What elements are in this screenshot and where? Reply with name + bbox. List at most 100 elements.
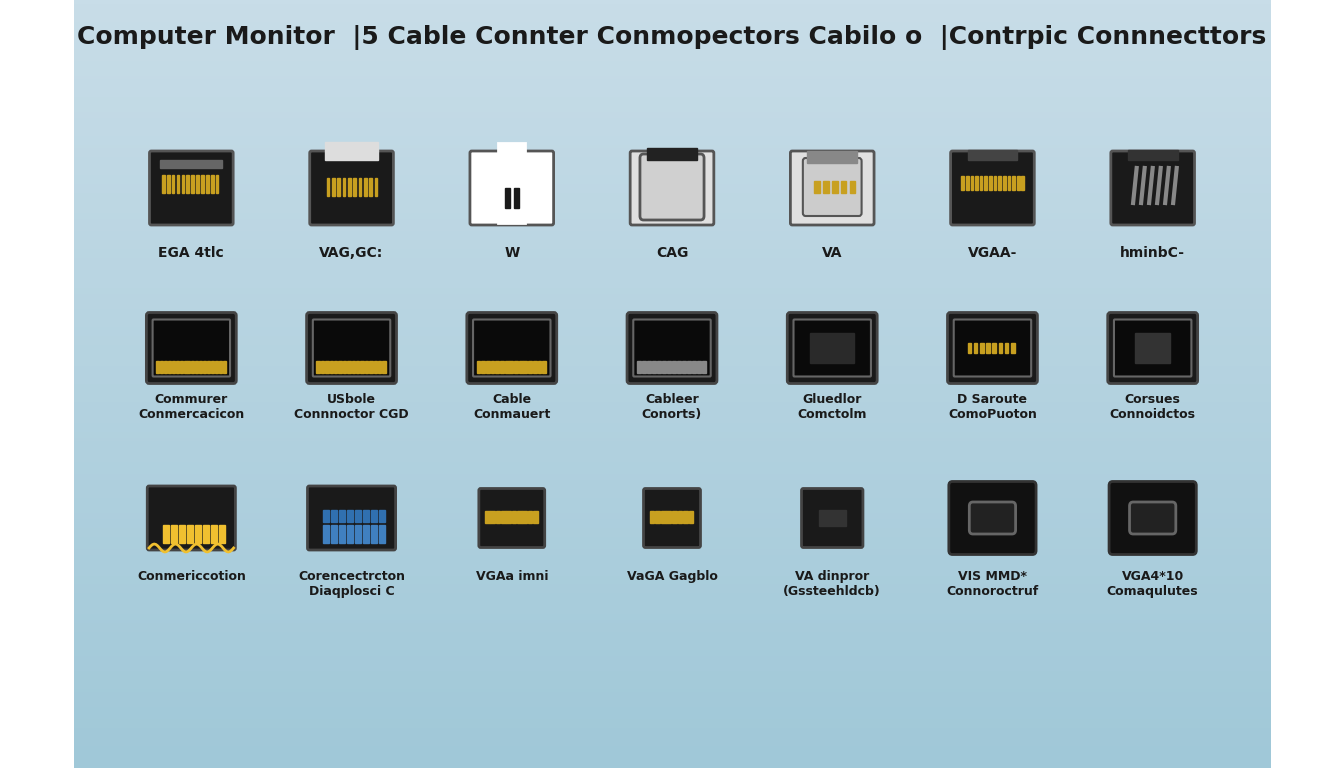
Bar: [672, 360, 676, 372]
Bar: [524, 360, 527, 372]
Bar: [491, 360, 495, 372]
Bar: [323, 525, 329, 543]
Text: VIS MMD*
Connoroctruf: VIS MMD* Connoroctruf: [946, 570, 1039, 598]
Bar: [519, 360, 523, 372]
Bar: [191, 175, 194, 193]
Bar: [321, 360, 324, 372]
FancyBboxPatch shape: [478, 488, 544, 548]
Bar: [360, 360, 364, 372]
Bar: [156, 360, 159, 372]
Bar: [371, 510, 378, 522]
Bar: [986, 343, 989, 353]
Bar: [702, 360, 706, 372]
Text: USbole
Connnoctor CGD: USbole Connnoctor CGD: [294, 393, 409, 421]
FancyBboxPatch shape: [1107, 313, 1198, 383]
Bar: [1012, 176, 1015, 190]
Bar: [337, 178, 340, 196]
Bar: [814, 181, 820, 193]
Bar: [677, 511, 683, 523]
Bar: [487, 360, 489, 372]
Bar: [202, 175, 204, 193]
Bar: [698, 360, 702, 372]
FancyBboxPatch shape: [954, 319, 1031, 376]
FancyBboxPatch shape: [793, 319, 871, 376]
Bar: [637, 360, 641, 372]
Bar: [339, 360, 341, 372]
Bar: [496, 360, 499, 372]
FancyBboxPatch shape: [1109, 482, 1196, 554]
Bar: [980, 176, 982, 190]
Bar: [160, 160, 223, 168]
Bar: [363, 525, 370, 543]
Text: VA dinpror
(Gssteehldcb): VA dinpror (Gssteehldcb): [784, 570, 882, 598]
Bar: [187, 525, 194, 543]
Text: W: W: [504, 246, 519, 260]
FancyBboxPatch shape: [308, 486, 395, 550]
Text: VAG,GC:: VAG,GC:: [320, 246, 383, 260]
Bar: [333, 360, 337, 372]
Bar: [219, 525, 226, 543]
Bar: [999, 343, 1003, 353]
Bar: [999, 176, 1001, 190]
Bar: [656, 511, 660, 523]
Bar: [961, 176, 964, 190]
FancyBboxPatch shape: [630, 151, 714, 225]
Bar: [371, 525, 378, 543]
Bar: [667, 511, 671, 523]
FancyBboxPatch shape: [950, 151, 1035, 225]
Text: Corsues
Connoidctos: Corsues Connoidctos: [1110, 393, 1196, 421]
Bar: [364, 360, 368, 372]
Bar: [216, 175, 219, 193]
Bar: [331, 525, 337, 543]
Bar: [646, 360, 650, 372]
FancyBboxPatch shape: [470, 151, 554, 225]
Text: Corencectrcton
Diaqplosci C: Corencectrcton Diaqplosci C: [298, 570, 405, 598]
Bar: [1005, 343, 1008, 353]
Bar: [167, 175, 169, 193]
Bar: [1134, 333, 1171, 363]
FancyBboxPatch shape: [969, 502, 1016, 534]
Text: VaGA Gagblo: VaGA Gagblo: [626, 570, 718, 583]
Bar: [352, 360, 355, 372]
Bar: [339, 510, 345, 522]
Bar: [331, 510, 337, 522]
Text: VA: VA: [823, 246, 843, 260]
Text: EGA 4tlc: EGA 4tlc: [159, 246, 224, 260]
Bar: [663, 360, 667, 372]
Bar: [528, 360, 532, 372]
Bar: [206, 175, 208, 193]
Bar: [329, 360, 333, 372]
Bar: [370, 360, 372, 372]
Bar: [215, 360, 218, 372]
Bar: [677, 360, 681, 372]
FancyBboxPatch shape: [801, 488, 863, 548]
Text: CAG: CAG: [656, 246, 688, 260]
Bar: [500, 360, 504, 372]
FancyBboxPatch shape: [1129, 502, 1176, 534]
Text: Cableer
Conorts): Cableer Conorts): [642, 393, 702, 421]
Bar: [993, 176, 996, 190]
FancyBboxPatch shape: [1114, 319, 1191, 376]
Bar: [808, 151, 857, 163]
Bar: [378, 360, 382, 372]
Bar: [496, 511, 500, 523]
FancyBboxPatch shape: [802, 158, 862, 216]
Bar: [327, 178, 329, 196]
Bar: [325, 142, 378, 160]
Bar: [513, 188, 519, 208]
Bar: [1021, 176, 1024, 190]
Bar: [355, 510, 362, 522]
Bar: [164, 360, 167, 372]
Bar: [359, 178, 362, 196]
Bar: [517, 511, 521, 523]
FancyBboxPatch shape: [948, 313, 1038, 383]
Bar: [1008, 176, 1011, 190]
Bar: [171, 525, 177, 543]
Bar: [191, 360, 195, 372]
Bar: [832, 181, 837, 193]
Text: hminbC-: hminbC-: [1120, 246, 1185, 260]
Bar: [504, 188, 509, 208]
Bar: [976, 176, 978, 190]
Bar: [672, 511, 676, 523]
FancyBboxPatch shape: [306, 313, 396, 383]
